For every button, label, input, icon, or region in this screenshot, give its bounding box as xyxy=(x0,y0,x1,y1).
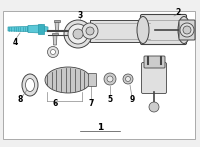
Polygon shape xyxy=(28,25,42,33)
Polygon shape xyxy=(38,24,44,34)
Circle shape xyxy=(86,27,94,35)
Text: 7: 7 xyxy=(88,98,94,107)
FancyBboxPatch shape xyxy=(140,15,186,45)
Ellipse shape xyxy=(45,67,91,93)
Polygon shape xyxy=(54,20,60,22)
Circle shape xyxy=(68,24,88,44)
Polygon shape xyxy=(53,35,57,45)
Circle shape xyxy=(48,46,59,57)
Polygon shape xyxy=(8,26,28,31)
Circle shape xyxy=(183,26,191,34)
Text: 1: 1 xyxy=(97,122,103,132)
Polygon shape xyxy=(44,26,48,31)
Text: 4: 4 xyxy=(12,37,18,46)
Ellipse shape xyxy=(26,78,35,91)
Text: 2: 2 xyxy=(175,7,181,16)
Polygon shape xyxy=(55,22,59,32)
Circle shape xyxy=(51,50,56,55)
FancyBboxPatch shape xyxy=(144,56,165,68)
Circle shape xyxy=(180,23,194,37)
Circle shape xyxy=(104,73,116,85)
Ellipse shape xyxy=(22,74,38,96)
FancyBboxPatch shape xyxy=(89,74,97,86)
FancyBboxPatch shape xyxy=(3,11,195,139)
Circle shape xyxy=(107,76,113,82)
Circle shape xyxy=(123,74,133,84)
Text: 6: 6 xyxy=(52,98,58,107)
Circle shape xyxy=(126,76,130,81)
Ellipse shape xyxy=(178,16,190,44)
Text: 9: 9 xyxy=(129,95,135,103)
Circle shape xyxy=(149,102,159,112)
Circle shape xyxy=(64,20,92,48)
Circle shape xyxy=(73,29,83,39)
Text: 3: 3 xyxy=(77,10,83,20)
Text: 8: 8 xyxy=(17,95,23,103)
Polygon shape xyxy=(52,33,58,35)
Ellipse shape xyxy=(137,16,149,44)
FancyBboxPatch shape xyxy=(179,20,195,40)
FancyBboxPatch shape xyxy=(142,62,166,93)
FancyBboxPatch shape xyxy=(90,20,155,42)
Circle shape xyxy=(82,23,98,39)
Text: 5: 5 xyxy=(107,95,113,103)
